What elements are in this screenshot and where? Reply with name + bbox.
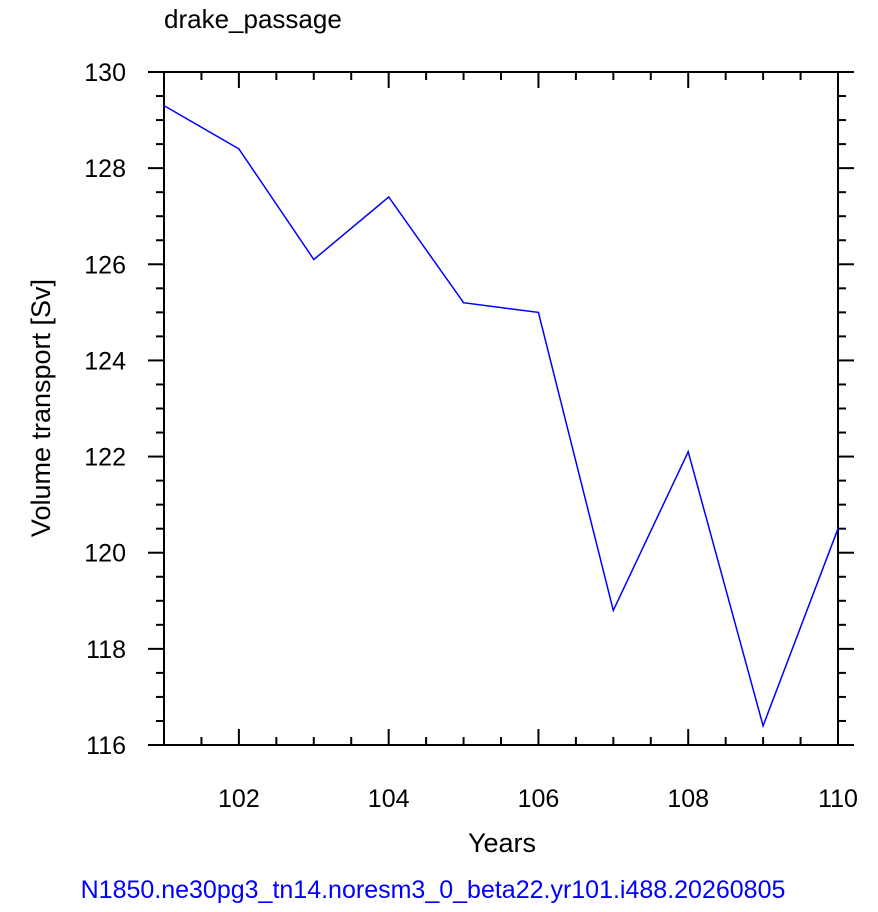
data-point bbox=[537, 311, 540, 314]
y-tick-label: 122 bbox=[84, 444, 126, 472]
minor-ticks bbox=[156, 72, 846, 745]
x-tick-labels: 102 104 106 108 110 bbox=[218, 785, 858, 813]
y-tick-label: 128 bbox=[84, 155, 126, 183]
data-point bbox=[762, 724, 764, 727]
y-tick-labels: 116 118 120 122 124 126 128 130 bbox=[84, 59, 126, 760]
x-tick-label: 110 bbox=[818, 785, 858, 813]
data-point bbox=[312, 258, 315, 261]
data-point bbox=[238, 148, 240, 150]
x-tick-label: 104 bbox=[368, 785, 410, 813]
y-tick-label: 118 bbox=[86, 636, 126, 664]
data-point bbox=[462, 301, 465, 304]
x-axis-label: Years bbox=[468, 828, 536, 858]
y-tick-label: 124 bbox=[84, 347, 126, 375]
data-point bbox=[163, 104, 165, 107]
data-point bbox=[687, 450, 690, 453]
series-line bbox=[163, 104, 839, 729]
chart-title: drake_passage bbox=[164, 4, 342, 34]
y-tick-label: 120 bbox=[84, 540, 126, 568]
x-tick-label: 106 bbox=[518, 785, 560, 813]
y-axis-label: Volume transport [Sv] bbox=[26, 279, 56, 537]
data-point bbox=[612, 609, 615, 612]
data-point bbox=[837, 527, 839, 530]
plot-frame bbox=[163, 71, 839, 746]
data-point bbox=[387, 196, 390, 198]
x-tick-label: 102 bbox=[218, 785, 260, 813]
y-tick-label: 130 bbox=[84, 59, 126, 87]
run-id-footer: N1850.ne30pg3_tn14.noresm3_0_beta22.yr10… bbox=[81, 876, 786, 904]
major-ticks bbox=[148, 71, 854, 746]
y-tick-label: 116 bbox=[86, 732, 126, 760]
y-tick-label: 126 bbox=[84, 251, 126, 279]
series-layer bbox=[163, 104, 839, 729]
x-tick-label: 108 bbox=[667, 785, 709, 813]
